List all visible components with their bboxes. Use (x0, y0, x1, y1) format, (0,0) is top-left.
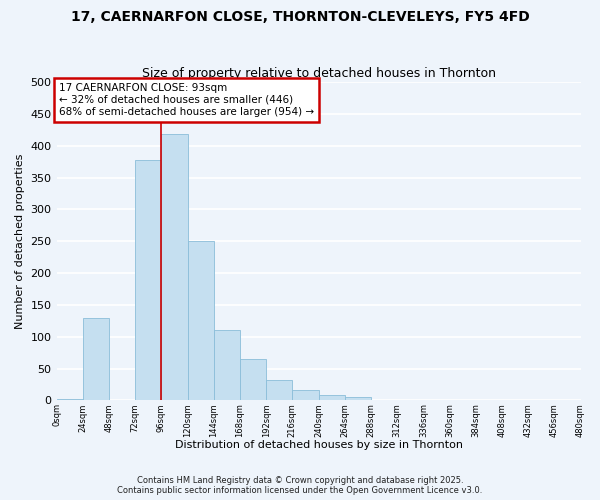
Bar (266, 380, 292, 400)
Bar (240, 359, 266, 401)
Title: Size of property relative to detached houses in Thornton: Size of property relative to detached ho… (142, 66, 496, 80)
Bar (56, 398, 83, 400)
Text: Contains HM Land Registry data © Crown copyright and database right 2025.
Contai: Contains HM Land Registry data © Crown c… (118, 476, 482, 495)
Bar (161, 134, 188, 400)
Bar (214, 330, 240, 400)
Bar (83, 318, 109, 400)
Bar (135, 160, 161, 400)
Text: 17 CAERNARFON CLOSE: 93sqm
← 32% of detached houses are smaller (446)
68% of sem: 17 CAERNARFON CLOSE: 93sqm ← 32% of deta… (59, 84, 314, 116)
Bar (188, 241, 214, 400)
Y-axis label: Number of detached properties: Number of detached properties (15, 154, 25, 329)
X-axis label: Distribution of detached houses by size in Thornton: Distribution of detached houses by size … (175, 440, 463, 450)
Bar (292, 390, 319, 400)
Bar (345, 398, 371, 400)
Bar (319, 394, 345, 400)
Text: 17, CAERNARFON CLOSE, THORNTON-CLEVELEYS, FY5 4FD: 17, CAERNARFON CLOSE, THORNTON-CLEVELEYS… (71, 10, 529, 24)
